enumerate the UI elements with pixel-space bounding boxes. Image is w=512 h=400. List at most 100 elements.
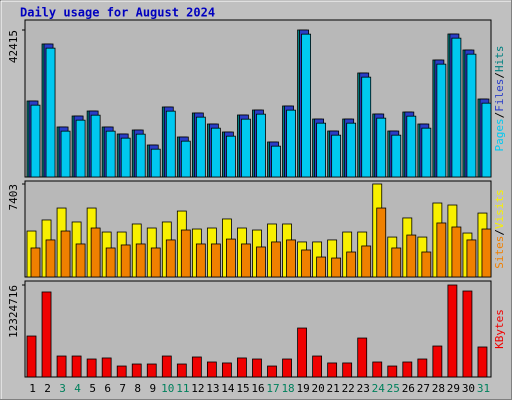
bar: [297, 327, 307, 378]
legend-separator: /: [493, 72, 506, 79]
bar: [191, 356, 202, 378]
x-tick-label: 24: [372, 382, 386, 395]
bar: [180, 140, 191, 178]
x-tick-label: 5: [89, 382, 96, 395]
bar: [402, 361, 413, 378]
bar: [150, 148, 161, 178]
bar: [286, 239, 296, 278]
legend: Pages/Files/Hits: [493, 46, 506, 152]
x-tick-label: 18: [281, 382, 294, 395]
bar: [135, 243, 146, 278]
bar: [165, 110, 176, 178]
bar: [45, 239, 56, 278]
bar: [90, 227, 101, 278]
bar: [210, 243, 221, 278]
bar: [41, 291, 52, 378]
bar: [252, 358, 262, 378]
bar: [120, 137, 131, 178]
bar: [45, 47, 56, 178]
bar: [237, 357, 247, 378]
y-tick-label: 12324716: [7, 285, 20, 338]
bar: [391, 134, 402, 178]
bar: [436, 222, 447, 278]
bar: [30, 247, 41, 278]
bar: [316, 122, 327, 178]
legend-entry: Hits: [493, 46, 506, 73]
bar: [421, 251, 432, 278]
bar: [466, 239, 477, 278]
bar: [60, 130, 71, 178]
x-tick-label: 25: [387, 382, 400, 395]
x-tick-label: 29: [447, 382, 460, 395]
bar: [331, 134, 342, 178]
x-tick-label: 16: [251, 382, 264, 395]
bar: [301, 249, 311, 278]
bar: [481, 102, 492, 178]
bar: [342, 362, 353, 378]
bar: [241, 118, 251, 178]
bar: [180, 229, 191, 278]
bar: [256, 113, 266, 178]
x-tick-label: 7: [119, 382, 126, 395]
bar: [226, 238, 236, 278]
bar: [466, 53, 477, 178]
x-tick-label: 15: [236, 382, 249, 395]
legend-entry: Sites: [493, 236, 506, 269]
bar: [267, 365, 277, 378]
bar: [372, 361, 383, 378]
legend-entry: Pages: [493, 118, 506, 151]
bar: [271, 241, 281, 278]
x-tick-label: 23: [357, 382, 370, 395]
bar: [150, 247, 161, 278]
x-tick-label: 6: [104, 382, 111, 395]
bar: [406, 234, 417, 278]
legend: KBytes: [493, 309, 506, 349]
bar: [241, 243, 251, 278]
x-tick-label: 21: [327, 382, 340, 395]
bar: [105, 247, 116, 278]
x-tick-label: 2: [44, 382, 51, 395]
x-tick-label: 9: [149, 382, 156, 395]
bar: [256, 246, 266, 278]
x-tick-label: 27: [417, 382, 430, 395]
x-tick-label: 28: [432, 382, 445, 395]
x-tick-label: 17: [266, 382, 279, 395]
bar: [75, 119, 86, 178]
x-tick-label: 14: [221, 382, 235, 395]
y-tick-label: 42415: [7, 30, 20, 63]
bar: [161, 355, 172, 378]
legend-entry: Files: [493, 79, 506, 112]
bar: [135, 133, 146, 178]
bar: [86, 358, 97, 378]
bar: [331, 257, 342, 278]
bar: [361, 245, 372, 278]
bar: [282, 358, 292, 378]
x-tick-label: 10: [161, 382, 174, 395]
bar: [387, 365, 398, 378]
bar: [436, 63, 447, 178]
bar: [316, 256, 327, 278]
bar: [165, 239, 176, 278]
x-tick-label: 30: [462, 382, 475, 395]
bar: [271, 145, 281, 178]
legend-entry: KBytes: [493, 309, 506, 349]
legend-entry: Visits: [493, 189, 506, 229]
chart-title: Daily usage for August 2024: [20, 6, 215, 20]
bar: [56, 355, 67, 378]
x-tick-label: 8: [134, 382, 141, 395]
x-tick-label: 20: [312, 382, 325, 395]
x-tick-label: 26: [402, 382, 415, 395]
x-tick-label: 12: [191, 382, 204, 395]
bar: [376, 207, 387, 278]
bar: [195, 243, 206, 278]
bar: [60, 230, 71, 278]
legend-separator: /: [493, 229, 506, 236]
bar: [451, 226, 462, 278]
bar: [206, 361, 217, 378]
bar: [176, 363, 187, 378]
y-tick-label: 7403: [7, 184, 20, 211]
bar: [406, 115, 417, 178]
bar: [120, 244, 131, 278]
bar: [286, 109, 296, 178]
bar: [346, 122, 357, 178]
